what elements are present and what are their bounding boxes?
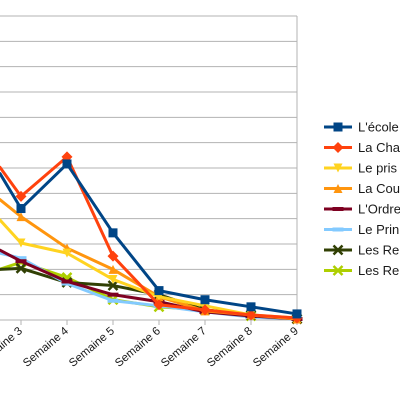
legend-entry: L'Ordre — [324, 202, 400, 217]
data-point — [108, 274, 118, 284]
data-point — [62, 248, 72, 258]
x-tick-label: Semaine 8 — [205, 325, 255, 370]
series-layer — [0, 151, 303, 325]
data-point — [16, 212, 26, 222]
legend-entry: Les Re — [324, 263, 399, 278]
x-tick-label: Semaine 7 — [159, 325, 209, 370]
data-point — [16, 204, 26, 214]
data-point — [199, 304, 211, 316]
data-point — [333, 122, 343, 132]
legend-label: L'Ordre — [358, 202, 400, 217]
series-line-entry — [0, 266, 23, 271]
data-point — [154, 286, 164, 296]
legend-label: Les Re — [358, 263, 399, 278]
data-point — [107, 280, 119, 291]
legend-entry: La Cha — [324, 140, 400, 155]
x-tick-label: Semaine 3 — [0, 325, 25, 370]
data-point — [61, 281, 73, 286]
x-tick-label: Semaine 9 — [251, 325, 301, 370]
data-point — [16, 238, 26, 248]
data-point — [107, 292, 119, 297]
legend-entry: Le Prin — [324, 222, 399, 237]
legend-label: La Cou — [358, 181, 400, 196]
series-line-entry — [0, 165, 23, 198]
x-tick-label: Semaine 5 — [67, 325, 117, 370]
x-tick-label: Semaine 4 — [21, 325, 71, 370]
series-line-entry — [0, 172, 23, 211]
legend-label: Le Prin — [358, 222, 399, 237]
data-point — [332, 244, 344, 256]
series-6 — [0, 251, 303, 321]
series-2 — [0, 151, 303, 324]
data-point — [292, 309, 302, 319]
data-point — [245, 309, 257, 321]
data-point — [246, 302, 256, 312]
legend-entry: L'école — [324, 120, 399, 135]
legend-label: L'école — [358, 120, 399, 135]
data-point — [108, 228, 118, 238]
legend-entry: Le pris — [324, 161, 398, 176]
data-point — [15, 190, 27, 202]
series-1 — [0, 159, 302, 319]
data-point — [15, 262, 27, 274]
data-point — [107, 250, 119, 262]
legend-label: La Cha — [358, 140, 400, 155]
data-point — [200, 295, 210, 305]
data-point — [62, 159, 72, 169]
series-5 — [0, 248, 303, 321]
x-tick-label: Semaine 6 — [113, 325, 163, 370]
legend-entry: Les Re — [324, 243, 399, 258]
data-point — [15, 256, 27, 261]
data-point — [333, 163, 343, 173]
data-point — [153, 299, 165, 311]
series-line-entry — [0, 198, 23, 219]
data-point — [15, 259, 27, 264]
data-point — [108, 264, 118, 274]
data-point — [332, 265, 344, 276]
data-point — [332, 207, 344, 211]
legend-entry: La Cou — [324, 181, 400, 196]
data-point — [332, 142, 344, 153]
data-point — [332, 227, 344, 232]
legend-label: Les Re — [358, 243, 399, 258]
data-point — [61, 279, 73, 284]
legend: L'école La Cha Le pris La Cou L'Ordre Le Prin… — [324, 120, 400, 278]
legend-label: Le pris — [358, 161, 398, 176]
data-point — [107, 298, 119, 303]
data-point — [333, 184, 343, 193]
